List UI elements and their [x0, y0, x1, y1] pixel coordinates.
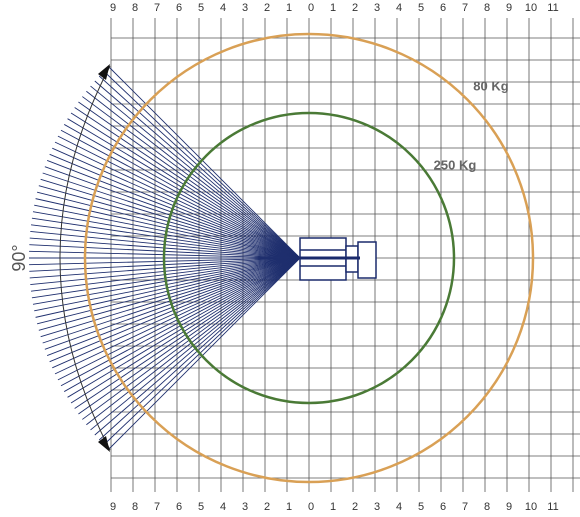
axis-label: 5: [198, 2, 204, 14]
fan-line: [57, 257, 301, 381]
axis-label: 7: [462, 501, 468, 513]
axis-label: 3: [374, 2, 380, 14]
fan-line: [70, 257, 301, 404]
axis-label: 1: [330, 501, 336, 513]
axis-label: 6: [176, 2, 182, 14]
fan-line: [54, 141, 301, 259]
axis-label: 10: [525, 501, 537, 513]
axis-label: 2: [264, 501, 270, 513]
fan-line: [90, 85, 301, 259]
fan-line: [70, 112, 301, 259]
axis-label: 3: [374, 501, 380, 513]
axis-label: 0: [308, 2, 314, 14]
fan-line: [67, 257, 301, 398]
axis-label: 11: [547, 2, 558, 14]
fan-line: [82, 96, 301, 259]
axis-label: 8: [132, 501, 138, 513]
angle-label: 90°: [9, 244, 29, 271]
fan-line: [86, 90, 301, 259]
axis-label: 4: [396, 2, 402, 14]
axis-label: 5: [418, 2, 424, 14]
fan-line: [60, 257, 301, 387]
fan-line: [82, 257, 301, 420]
axis-label: 0: [308, 501, 314, 513]
fan-line: [108, 257, 301, 450]
axis-label: 1: [330, 2, 336, 14]
axis-label: 9: [110, 501, 116, 513]
zone-label: 80 Kg: [473, 78, 508, 93]
inner-zone: [162, 111, 456, 405]
fan-line: [74, 257, 301, 409]
axis-label: 4: [396, 501, 402, 513]
arrow-head: [98, 64, 110, 80]
fan-line: [67, 118, 301, 259]
angle-arc: [59, 65, 111, 451]
axis-label: 2: [352, 501, 358, 513]
fan-line: [86, 257, 301, 426]
vehicle: [299, 237, 377, 281]
outer-zone: [83, 32, 535, 484]
fan-line: [78, 257, 301, 415]
axis-label: 5: [198, 501, 204, 513]
axis-label: 2: [264, 2, 270, 14]
axis-label: 1: [286, 2, 292, 14]
fan-line: [63, 124, 301, 259]
fan-line: [108, 66, 301, 259]
fan-line: [90, 257, 301, 431]
fan-line: [94, 80, 301, 259]
axis-label: 2: [352, 2, 358, 14]
axis-label: 8: [132, 2, 138, 14]
axis-label: 10: [525, 2, 537, 14]
arrow-head: [98, 436, 110, 452]
axis-label: 8: [484, 2, 490, 14]
axis-label: 3: [242, 2, 248, 14]
axis-label: 9: [506, 2, 512, 14]
axis-label: 11: [547, 501, 558, 513]
axis-label: 1: [286, 501, 292, 513]
axis-label: 6: [440, 2, 446, 14]
axis-label: 4: [220, 2, 226, 14]
axis-label: 6: [176, 501, 182, 513]
zone-label: 250 Kg: [434, 157, 477, 172]
axis-label: 6: [440, 501, 446, 513]
axis-label: 9: [506, 501, 512, 513]
axis-label: 3: [242, 501, 248, 513]
fan-line: [103, 257, 301, 446]
fan-line: [54, 257, 301, 375]
fan-line: [98, 75, 301, 259]
fan-line: [60, 129, 301, 259]
axis-label: 7: [154, 501, 160, 513]
axis-label: 4: [220, 501, 226, 513]
fan-line: [63, 257, 301, 392]
fan-line: [78, 101, 301, 259]
fan-line: [57, 135, 301, 259]
fan-line: [103, 70, 301, 259]
fan-line: [94, 257, 301, 436]
fan-line: [74, 107, 301, 259]
axis-label: 8: [484, 501, 490, 513]
fan-line: [98, 257, 301, 441]
axis-label: 7: [154, 2, 160, 14]
axis-label: 9: [110, 2, 116, 14]
axis-label: 7: [462, 2, 468, 14]
axis-label: 5: [418, 501, 424, 513]
